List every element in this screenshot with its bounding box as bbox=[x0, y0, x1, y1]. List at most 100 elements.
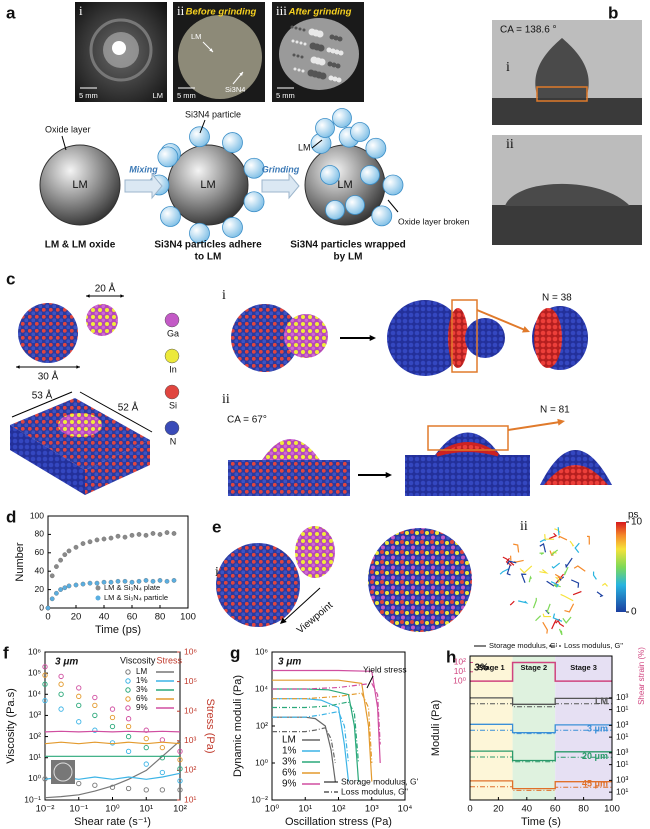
legend-swatch bbox=[95, 585, 101, 591]
shape bbox=[332, 76, 338, 82]
data-point bbox=[94, 580, 100, 586]
annotation: 3% bbox=[474, 663, 489, 674]
shape bbox=[365, 137, 387, 159]
photo-numeral: i bbox=[79, 3, 83, 18]
plot-frame bbox=[469, 655, 613, 801]
caption: to LM bbox=[195, 252, 222, 263]
element-label: In bbox=[169, 364, 177, 374]
photo-caption: After grinding bbox=[288, 7, 352, 18]
shape bbox=[301, 69, 305, 73]
trajectory bbox=[558, 535, 568, 541]
y-tick-label: 10⁶ bbox=[184, 646, 197, 656]
y-tick-label: 10⁴ bbox=[255, 683, 268, 693]
x-tick-label: 0 bbox=[467, 804, 472, 815]
data-point bbox=[159, 737, 166, 743]
data-point bbox=[159, 787, 166, 793]
stage-label: Stage 3 bbox=[570, 663, 597, 672]
trajectory bbox=[542, 621, 548, 634]
shape bbox=[334, 49, 340, 55]
trajectory bbox=[558, 628, 563, 636]
data-point bbox=[122, 534, 128, 540]
photo-numeral: i bbox=[506, 60, 510, 75]
stage-label: Stage 1 bbox=[478, 663, 505, 672]
shape bbox=[315, 118, 335, 138]
x-tick-label: 60 bbox=[550, 804, 561, 815]
y-tick-label: 10⁴ bbox=[28, 689, 41, 699]
inset-photo bbox=[51, 760, 75, 784]
contact-angle-label: CA = 138.6 ° bbox=[500, 25, 557, 36]
panel-label: g bbox=[230, 643, 240, 662]
dimension-label: 53 Å bbox=[32, 389, 53, 402]
droplet bbox=[535, 38, 589, 98]
shape bbox=[296, 54, 300, 58]
slab bbox=[405, 455, 530, 496]
trajectory bbox=[518, 600, 529, 604]
shape bbox=[243, 157, 265, 179]
data-point bbox=[80, 581, 86, 587]
x-tick-label: 10² bbox=[332, 804, 346, 815]
shape bbox=[336, 77, 342, 83]
shape bbox=[164, 312, 180, 328]
data-point bbox=[109, 740, 116, 746]
legend-swatch bbox=[125, 678, 131, 684]
data-point bbox=[58, 673, 64, 680]
annotation: Oxide layer bbox=[45, 124, 91, 134]
data-point bbox=[73, 582, 79, 588]
y-tick-label: 40 bbox=[35, 565, 45, 575]
subplot-label: 20 μm bbox=[582, 751, 608, 761]
data-point bbox=[58, 706, 64, 712]
legend-label: 6% bbox=[136, 694, 148, 703]
colorbar-tick-label: 10 bbox=[631, 517, 643, 528]
scale-bar-label: 5 mm bbox=[177, 91, 196, 100]
trajectory bbox=[554, 573, 563, 579]
data-point bbox=[76, 719, 82, 725]
shape bbox=[300, 55, 304, 59]
data-point bbox=[54, 590, 59, 596]
data-point bbox=[109, 706, 116, 712]
data-point bbox=[42, 698, 48, 704]
count-label: N = 81 bbox=[540, 405, 570, 416]
data-point bbox=[136, 532, 142, 537]
shape bbox=[222, 217, 243, 238]
data-point bbox=[171, 531, 177, 536]
data-line bbox=[272, 679, 373, 782]
panel-label: d bbox=[6, 507, 16, 526]
highlight bbox=[451, 299, 478, 373]
x-axis-label: Oscillation stress (Pa) bbox=[285, 816, 392, 828]
legend-title: Stress bbox=[156, 655, 182, 665]
shape bbox=[332, 108, 352, 128]
data-point bbox=[73, 544, 79, 550]
data-point bbox=[177, 778, 183, 784]
data-point bbox=[177, 757, 183, 763]
trajectory bbox=[544, 534, 555, 540]
connector bbox=[387, 199, 399, 213]
x-axis-label: Time (s) bbox=[521, 816, 561, 828]
arrow-head bbox=[280, 617, 287, 624]
data-point bbox=[45, 605, 51, 611]
data-point bbox=[125, 733, 132, 740]
y-tick-label: 10⁴ bbox=[184, 705, 197, 715]
trajectory bbox=[557, 527, 560, 536]
cluster bbox=[295, 526, 335, 578]
connector bbox=[284, 587, 321, 621]
shape bbox=[284, 314, 328, 358]
shape bbox=[331, 62, 337, 68]
arrow-head bbox=[557, 418, 565, 426]
y-tick-label: 10³ bbox=[29, 710, 41, 720]
data-point bbox=[159, 744, 166, 751]
shape bbox=[320, 165, 340, 185]
connector bbox=[199, 119, 206, 134]
shape bbox=[18, 303, 78, 363]
photo-caption: Before grinding bbox=[186, 7, 257, 18]
stage-label: Stage 2 bbox=[521, 663, 548, 672]
x-tick-label: 60 bbox=[127, 612, 138, 623]
shape bbox=[303, 42, 307, 46]
row-numeral: ii bbox=[222, 392, 230, 407]
photo-numeral: iii bbox=[276, 3, 287, 18]
trajectory bbox=[506, 564, 511, 576]
legend-swatch bbox=[125, 669, 131, 675]
trajectory bbox=[502, 556, 515, 566]
trajectory bbox=[535, 615, 542, 622]
data-line bbox=[44, 730, 181, 733]
